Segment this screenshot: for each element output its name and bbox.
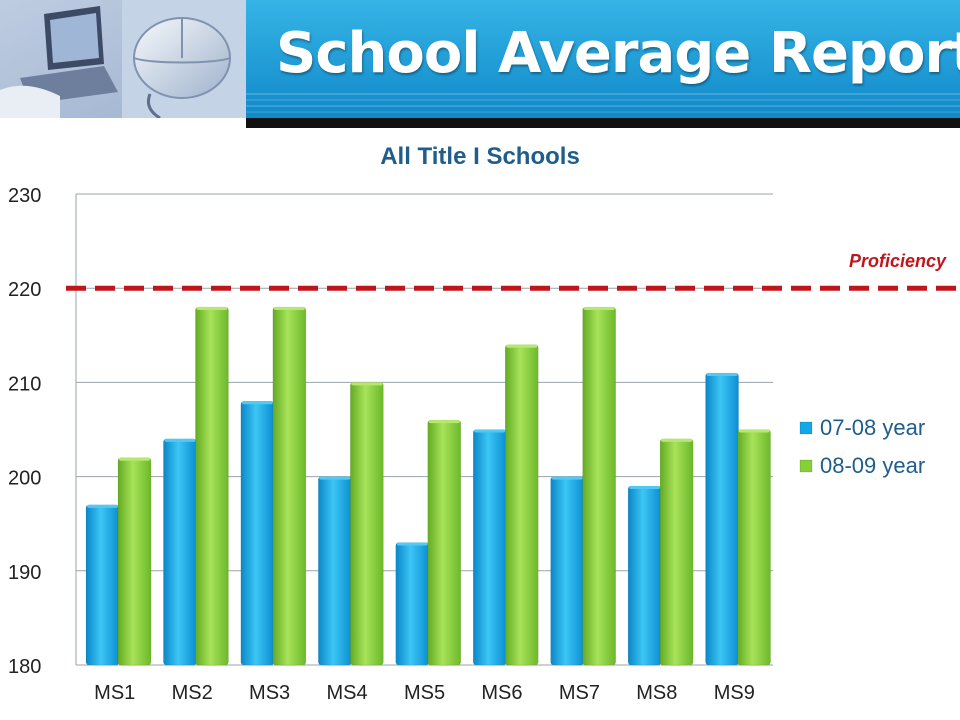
bar-top-highlight bbox=[661, 438, 693, 442]
y-tick-label: 230 bbox=[8, 185, 41, 207]
bar-0809-ms6 bbox=[504, 344, 539, 666]
legend-label: 08-09 year bbox=[820, 453, 925, 478]
bar-0809-ms8 bbox=[659, 438, 694, 666]
x-tick-label: MS2 bbox=[172, 682, 213, 704]
bar-0809-ms9 bbox=[737, 429, 771, 666]
bar-top-highlight bbox=[241, 401, 273, 405]
x-tick-label: MS4 bbox=[326, 682, 367, 704]
bar-top-highlight bbox=[583, 307, 615, 311]
bar-0708-ms3 bbox=[240, 400, 275, 666]
bar-top-highlight bbox=[351, 382, 383, 386]
bar-top-highlight bbox=[629, 486, 661, 490]
proficiency-label: Proficiency bbox=[849, 251, 947, 271]
bar-0708-ms4 bbox=[318, 476, 352, 666]
bar-0708-ms2 bbox=[163, 438, 197, 666]
bar-0809-ms3 bbox=[272, 306, 307, 666]
y-axis-ticks: 180 190 200 210 220 230 bbox=[8, 185, 41, 678]
x-tick-label: MS7 bbox=[559, 682, 600, 704]
bar-0708-ms7 bbox=[550, 476, 584, 666]
banner-divider bbox=[246, 118, 960, 128]
bar-top-highlight bbox=[273, 307, 305, 311]
bar-top-highlight bbox=[396, 542, 428, 546]
bar-0809-ms7 bbox=[582, 306, 616, 666]
bar-0809-ms1 bbox=[117, 457, 152, 666]
x-tick-label: MS6 bbox=[481, 682, 522, 704]
x-tick-label: MS8 bbox=[636, 682, 677, 704]
bar-0708-ms9 bbox=[705, 372, 739, 666]
bar-top-highlight bbox=[551, 476, 583, 480]
bar-0708-ms6 bbox=[472, 429, 507, 666]
legend-swatch bbox=[799, 421, 813, 435]
chart-title: All Title I Schools bbox=[380, 143, 580, 170]
x-tick-label: MS3 bbox=[249, 682, 290, 704]
mouse-icon bbox=[133, 17, 231, 118]
bar-0708-ms8 bbox=[627, 485, 662, 666]
y-tick-label: 200 bbox=[8, 468, 41, 490]
banner-stripes bbox=[246, 93, 960, 113]
y-tick-label: 190 bbox=[8, 562, 41, 584]
bar-top-highlight bbox=[506, 344, 538, 348]
x-axis-ticks: MS1 MS2 MS3 MS4 MS5 MS6 MS7 MS8 MS9 bbox=[94, 682, 755, 704]
bar-top-highlight bbox=[119, 457, 150, 461]
y-tick-label: 210 bbox=[8, 373, 41, 395]
bar-top-highlight bbox=[706, 372, 738, 376]
y-tick-label: 220 bbox=[8, 279, 41, 301]
bar-0809-ms5 bbox=[427, 419, 462, 666]
legend-label: 07-08 year bbox=[820, 415, 925, 440]
x-tick-label: MS5 bbox=[404, 682, 445, 704]
bar-0708-ms5 bbox=[395, 542, 430, 666]
legend: 07-08 year 08-09 year bbox=[799, 415, 925, 478]
bar-top-highlight bbox=[474, 429, 506, 433]
page-title: School Average Report bbox=[276, 21, 960, 86]
bars bbox=[85, 306, 771, 666]
bar-top-highlight bbox=[164, 438, 196, 442]
bar-top-highlight bbox=[196, 307, 228, 311]
header-banner: School Average Report bbox=[0, 0, 960, 128]
laptop-icon bbox=[20, 6, 118, 104]
bar-0708-ms1 bbox=[85, 504, 120, 666]
bar-top-highlight bbox=[738, 429, 770, 433]
bar-chart: All Title I Schools 180 190 200 210 220 230 M… bbox=[8, 143, 960, 704]
legend-swatch bbox=[799, 459, 813, 473]
banner-title-bar: School Average Report bbox=[246, 0, 960, 118]
bar-0809-ms2 bbox=[195, 306, 229, 666]
bar-top-highlight bbox=[319, 476, 351, 480]
banner-photo bbox=[0, 0, 246, 118]
x-tick-label: MS9 bbox=[714, 682, 755, 704]
bar-top-highlight bbox=[428, 420, 460, 424]
y-tick-label: 180 bbox=[8, 656, 41, 678]
bar-0809-ms4 bbox=[350, 382, 384, 666]
bar-top-highlight bbox=[87, 504, 118, 508]
x-tick-label: MS1 bbox=[94, 682, 135, 704]
